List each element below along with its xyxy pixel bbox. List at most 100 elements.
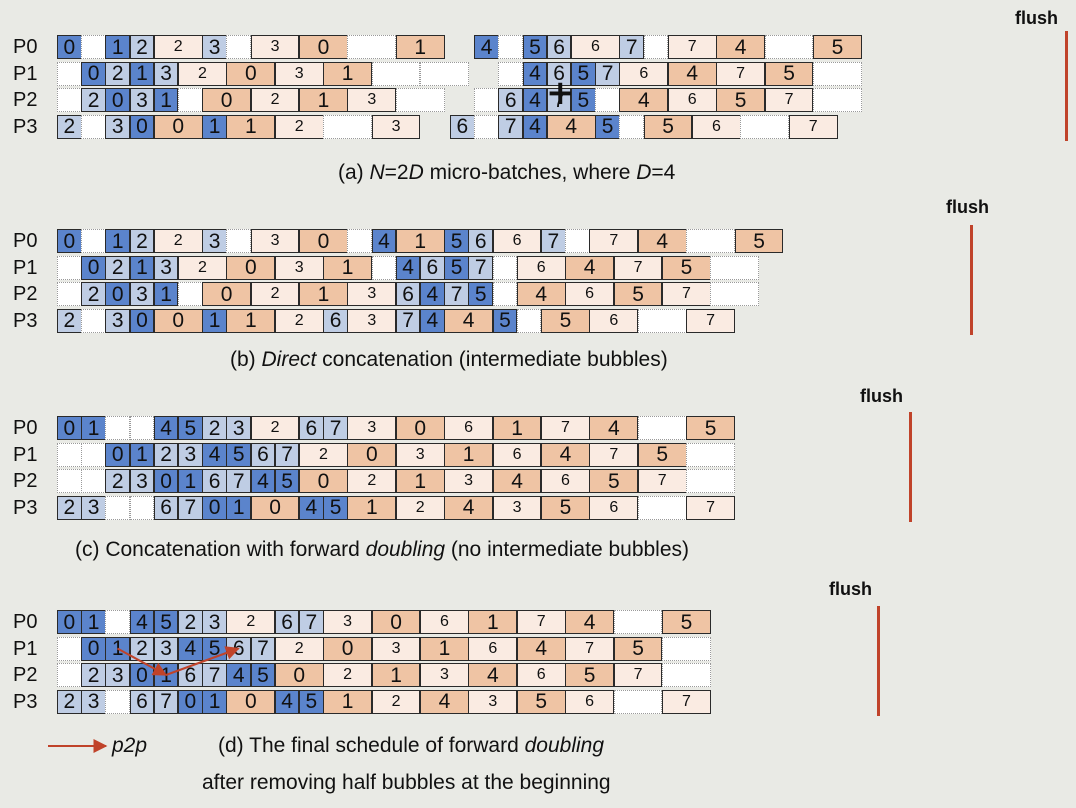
bubble-cell (57, 442, 82, 467)
backward-microbatch-cell: 2 (250, 282, 300, 306)
process-label: P0 (13, 230, 38, 252)
forward-microbatch-cell: 5 (571, 61, 596, 86)
backward-microbatch-cell: 5 (565, 663, 615, 687)
bubble-cell (474, 88, 499, 112)
backward-microbatch-cell: 6 (571, 35, 620, 59)
flush-label: flush (829, 579, 872, 599)
forward-microbatch-cell: 1 (153, 88, 179, 112)
backward-microbatch-cell: 6 (541, 469, 590, 493)
caption-fragment: concatenation (intermediate bubbles) (316, 348, 668, 371)
backward-microbatch-cell: 4 (565, 255, 615, 280)
backward-microbatch-cell: 1 (323, 61, 373, 86)
forward-microbatch-cell: 6 (250, 442, 276, 467)
forward-microbatch-cell: 2 (129, 229, 155, 253)
backward-microbatch-cell: 4 (667, 61, 717, 86)
backward-microbatch-cell: 0 (202, 282, 252, 306)
bubble-cell (420, 61, 469, 86)
forward-microbatch-cell: 6 (299, 416, 324, 440)
backward-microbatch-cell: 1 (347, 495, 397, 520)
bubble-cell (686, 469, 736, 493)
forward-microbatch-cell: 4 (202, 442, 227, 467)
backward-microbatch-cell: 0 (250, 495, 300, 520)
forward-microbatch-cell: 2 (57, 114, 82, 139)
caption-fragment: (no intermediate bubbles) (445, 538, 690, 561)
backward-microbatch-cell: 7 (613, 663, 663, 687)
forward-microbatch-cell: 4 (226, 663, 252, 687)
bubble-cell (226, 229, 252, 253)
bubble-cell (613, 610, 663, 634)
forward-microbatch-cell: 7 (619, 35, 645, 59)
forward-microbatch-cell: 1 (81, 610, 106, 634)
backward-microbatch-cell: 3 (420, 663, 469, 687)
backward-microbatch-cell: 6 (589, 308, 639, 333)
backward-microbatch-cell: 7 (662, 282, 711, 306)
backward-microbatch-cell: 3 (323, 610, 373, 634)
forward-microbatch-cell: 2 (81, 282, 106, 306)
forward-microbatch-cell: 1 (226, 495, 252, 520)
backward-microbatch-cell: 6 (516, 663, 566, 687)
caption-fragment: doubling (524, 734, 605, 757)
backward-microbatch-cell: 7 (637, 469, 687, 493)
backward-microbatch-cell: 4 (637, 229, 687, 253)
backward-microbatch-cell: 2 (153, 35, 203, 59)
bubble-cell (813, 61, 862, 86)
forward-microbatch-cell: 5 (250, 663, 276, 687)
forward-microbatch-cell: 7 (202, 663, 227, 687)
forward-microbatch-cell: 7 (595, 61, 620, 86)
backward-microbatch-cell: 6 (492, 229, 542, 253)
backward-microbatch-cell: 0 (347, 442, 397, 467)
caption-fragment: (d) The final schedule of forward (218, 734, 525, 757)
backward-microbatch-cell: 1 (226, 308, 276, 333)
backward-microbatch-cell: 4 (420, 689, 469, 714)
backward-microbatch-cell: 7 (516, 610, 566, 634)
forward-microbatch-cell: 4 (153, 416, 179, 440)
forward-microbatch-cell: 1 (105, 229, 131, 253)
backward-microbatch-cell: 5 (643, 114, 693, 139)
backward-microbatch-cell: 3 (347, 282, 397, 306)
flush-line (909, 412, 912, 522)
forward-microbatch-cell: 0 (105, 88, 131, 112)
backward-microbatch-cell: 4 (546, 114, 596, 139)
bubble-cell (178, 282, 203, 306)
bubble-cell (226, 35, 252, 59)
forward-microbatch-cell: 3 (178, 442, 203, 467)
backward-microbatch-cell: 0 (153, 308, 203, 333)
caption-fragment: doubling (365, 538, 446, 561)
backward-microbatch-cell: 6 (692, 114, 741, 139)
backward-microbatch-cell: 4 (716, 35, 766, 59)
caption-fragment: Direct (261, 348, 317, 371)
backward-microbatch-cell: 0 (299, 469, 348, 493)
forward-microbatch-cell: 2 (178, 610, 203, 634)
forward-microbatch-cell: 0 (81, 636, 106, 661)
forward-microbatch-cell: 2 (57, 308, 82, 333)
backward-microbatch-cell: 7 (686, 495, 736, 520)
process-label: P2 (13, 283, 38, 305)
forward-microbatch-cell: 7 (541, 229, 566, 253)
backward-microbatch-cell: 7 (764, 88, 814, 112)
p2p-arrow (165, 646, 240, 676)
forward-microbatch-cell: 5 (468, 282, 494, 306)
forward-microbatch-cell: 3 (105, 114, 131, 139)
process-label: P2 (13, 664, 38, 686)
forward-microbatch-cell: 1 (129, 442, 155, 467)
forward-microbatch-cell: 1 (105, 35, 131, 59)
bubble-cell (813, 88, 862, 112)
panel-caption-line2: after removing half bubbles at the begin… (202, 772, 611, 793)
forward-microbatch-cell: 2 (105, 255, 131, 280)
caption-fragment: (c) Concatenation with forward (75, 538, 366, 561)
forward-microbatch-cell: 2 (105, 469, 131, 493)
bubble-cell (637, 416, 687, 440)
forward-microbatch-cell: 3 (105, 308, 131, 333)
forward-microbatch-cell: 3 (81, 689, 106, 714)
process-label: P2 (13, 89, 38, 111)
forward-microbatch-cell: 4 (522, 114, 548, 139)
forward-microbatch-cell: 3 (226, 416, 252, 440)
backward-microbatch-cell: 5 (734, 229, 784, 253)
backward-microbatch-cell: 0 (299, 35, 348, 59)
panel-caption: (d) The final schedule of forward doubli… (218, 735, 604, 756)
legend-p2p-label: p2p (112, 734, 148, 757)
bubble-cell (395, 88, 445, 112)
forward-microbatch-cell: 5 (522, 35, 548, 59)
forward-microbatch-cell: 1 (129, 61, 155, 86)
